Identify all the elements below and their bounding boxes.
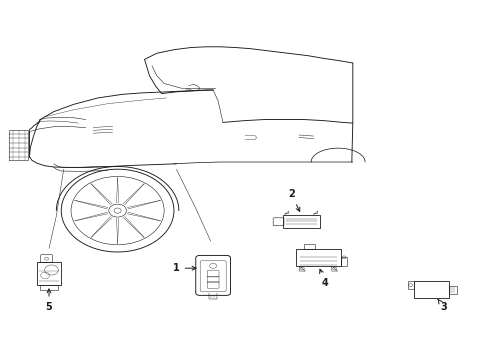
Text: 3: 3 <box>438 299 447 312</box>
Bar <box>408 281 414 289</box>
Bar <box>414 281 449 298</box>
Bar <box>341 257 347 266</box>
Bar <box>283 215 319 228</box>
Text: 2: 2 <box>288 189 300 211</box>
Text: 1: 1 <box>173 263 196 273</box>
Bar <box>304 244 315 249</box>
Bar <box>296 249 341 266</box>
Text: 5: 5 <box>46 289 52 312</box>
Bar <box>449 286 457 294</box>
Bar <box>40 285 58 289</box>
Text: 4: 4 <box>319 269 329 288</box>
Bar <box>37 262 61 285</box>
